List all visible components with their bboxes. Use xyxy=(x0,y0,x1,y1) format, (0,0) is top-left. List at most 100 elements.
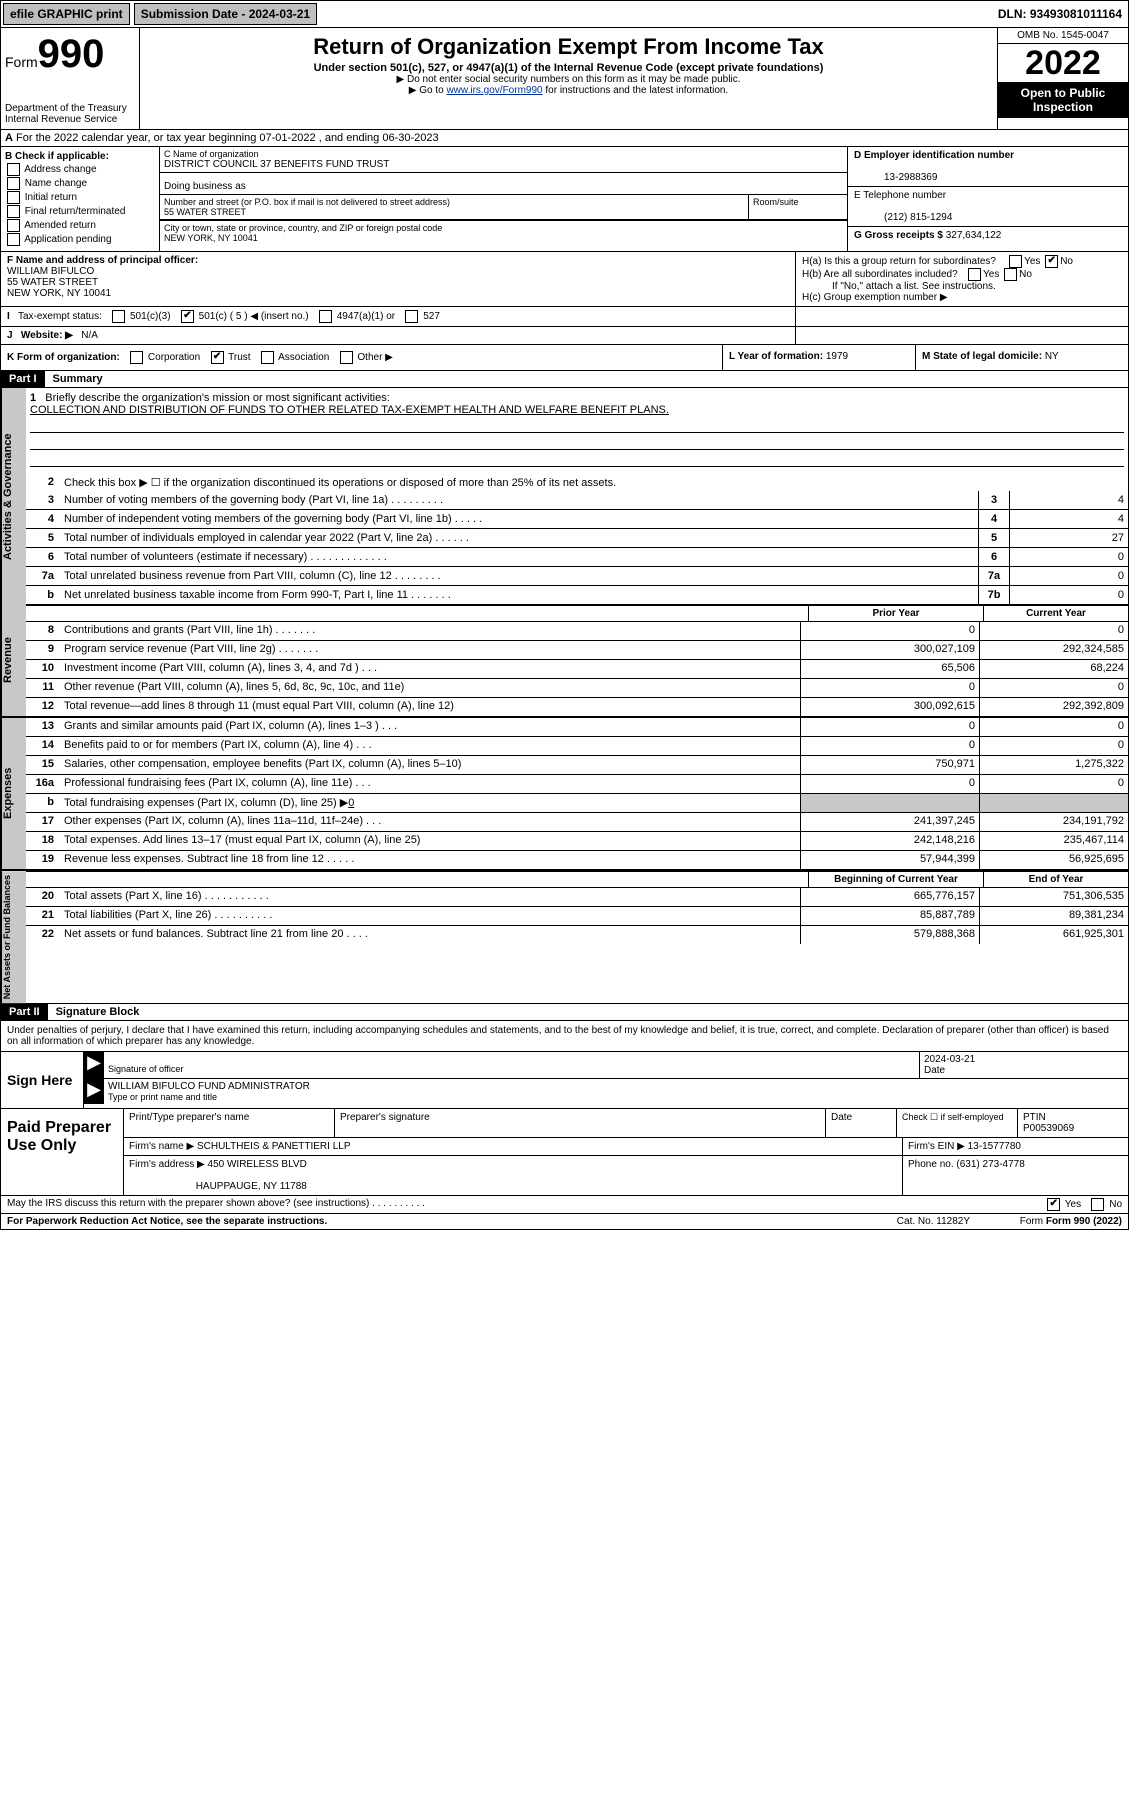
hdr-boy: Beginning of Current Year xyxy=(808,872,983,887)
line5-val: 27 xyxy=(1009,529,1128,547)
activities-governance: Activities & Governance 1 Briefly descri… xyxy=(0,388,1129,605)
may-irs-row: May the IRS discuss this return with the… xyxy=(0,1196,1129,1214)
org-name: DISTRICT COUNCIL 37 BENEFITS FUND TRUST xyxy=(164,159,389,170)
m-label: M State of legal domicile: xyxy=(922,351,1042,362)
line1-label: Briefly describe the organization's miss… xyxy=(45,392,389,404)
l16b-prior-gray xyxy=(800,794,979,812)
cb-amended-return[interactable]: Amended return xyxy=(5,219,155,232)
part2-header: Part II Signature Block xyxy=(0,1004,1129,1021)
b-label: B Check if applicable: xyxy=(5,151,109,162)
preparer-name-label: Print/Type preparer's name xyxy=(124,1109,335,1137)
vtab-revenue: Revenue xyxy=(1,605,26,716)
self-employed-check[interactable]: Check ☐ if self-employed xyxy=(897,1109,1018,1137)
hdr-prior-year: Prior Year xyxy=(808,606,983,621)
form-990-label: Form xyxy=(1020,1216,1046,1227)
submission-date-button[interactable]: Submission Date - 2024-03-21 xyxy=(134,3,317,25)
line7a-val: 0 xyxy=(1009,567,1128,585)
cb-501c3[interactable] xyxy=(112,310,125,323)
sig-date-value: 2024-03-21 xyxy=(924,1054,975,1065)
l21-desc: Total liabilities (Part X, line 26) . . … xyxy=(60,907,800,925)
501c-insert: 501(c) ( 5 ) ◀ (insert no.) xyxy=(199,311,309,322)
cb-assoc[interactable] xyxy=(261,351,274,364)
officer-name: WILLIAM BIFULCO xyxy=(7,266,94,277)
l20-curr: 751,306,535 xyxy=(979,888,1128,906)
ha-no[interactable]: ✔ xyxy=(1045,255,1058,268)
row-i: I Tax-exempt status: 501(c)(3) ✔ 501(c) … xyxy=(0,307,1129,327)
cb-corp[interactable] xyxy=(130,351,143,364)
l8-prior: 0 xyxy=(800,622,979,640)
firm-name-label: Firm's name ▶ xyxy=(129,1141,194,1152)
phone-label: E Telephone number xyxy=(854,190,946,201)
line7b-desc: Net unrelated business taxable income fr… xyxy=(60,587,978,603)
ha-label: H(a) Is this a group return for subordin… xyxy=(802,256,996,267)
efile-print-button[interactable]: efile GRAPHIC print xyxy=(3,3,130,25)
l18-prior: 242,148,216 xyxy=(800,832,979,850)
sign-here-label: Sign Here xyxy=(1,1052,83,1108)
may-yes[interactable]: ✔ xyxy=(1047,1198,1060,1211)
l15-desc: Salaries, other compensation, employee b… xyxy=(60,756,800,774)
dba-label: Doing business as xyxy=(160,173,847,195)
firm-addr-label: Firm's address ▶ xyxy=(129,1159,205,1170)
website-value: N/A xyxy=(81,330,98,341)
l14-curr: 0 xyxy=(979,737,1128,755)
firm-ein-value: 13-1577780 xyxy=(968,1141,1021,1152)
irs-link[interactable]: www.irs.gov/Form990 xyxy=(446,85,542,96)
m-value: NY xyxy=(1045,351,1059,362)
l19-desc: Revenue less expenses. Subtract line 18 … xyxy=(60,851,800,869)
cb-address-change[interactable]: Address change xyxy=(5,163,155,176)
ha-yes[interactable] xyxy=(1009,255,1022,268)
firm-phone-label: Phone no. xyxy=(908,1159,954,1170)
may-no[interactable] xyxy=(1091,1198,1104,1211)
col-deg: D Employer identification number 13-2988… xyxy=(848,147,1128,251)
cb-527[interactable] xyxy=(405,310,418,323)
h-note: If "No," attach a list. See instructions… xyxy=(802,281,1122,292)
cb-other[interactable] xyxy=(340,351,353,364)
l-label: L Year of formation: xyxy=(729,351,823,362)
phone-value: (212) 815-1294 xyxy=(854,212,952,223)
line4-desc: Number of independent voting members of … xyxy=(60,511,978,527)
irs-label: Internal Revenue Service xyxy=(5,114,135,125)
cb-trust[interactable]: ✔ xyxy=(211,351,224,364)
cb-501c[interactable]: ✔ xyxy=(181,310,194,323)
line5-desc: Total number of individuals employed in … xyxy=(60,530,978,546)
l13-desc: Grants and similar amounts paid (Part IX… xyxy=(60,718,800,736)
cb-name-change[interactable]: Name change xyxy=(5,177,155,190)
line6-desc: Total number of volunteers (estimate if … xyxy=(60,549,978,565)
hb-yes[interactable] xyxy=(968,268,981,281)
l20-desc: Total assets (Part X, line 16) . . . . .… xyxy=(60,888,800,906)
firm-ein-label: Firm's EIN ▶ xyxy=(908,1141,965,1152)
l10-curr: 68,224 xyxy=(979,660,1128,678)
line3-val: 4 xyxy=(1009,491,1128,509)
hdr-eoy: End of Year xyxy=(983,872,1128,887)
vtab-net-assets: Net Assets or Fund Balances xyxy=(1,871,26,1003)
preparer-date-label: Date xyxy=(826,1109,897,1137)
firm-phone-value: (631) 273-4778 xyxy=(956,1159,1024,1170)
part1-header: Part I Summary xyxy=(0,371,1129,388)
hb-no[interactable] xyxy=(1004,268,1017,281)
street-value: 55 WATER STREET xyxy=(164,207,246,217)
l13-prior: 0 xyxy=(800,718,979,736)
l10-prior: 65,506 xyxy=(800,660,979,678)
l16a-desc: Professional fundraising fees (Part IX, … xyxy=(60,775,800,793)
city-label: City or town, state or province, country… xyxy=(164,223,442,233)
officer-city: NEW YORK, NY 10041 xyxy=(7,288,111,299)
k-other: Other ▶ xyxy=(357,352,392,363)
cb-initial-return[interactable]: Initial return xyxy=(5,191,155,204)
cb-4947[interactable] xyxy=(319,310,332,323)
dept-treasury: Department of the Treasury xyxy=(5,103,135,114)
sig-arrow-icon: ▶ xyxy=(84,1052,104,1078)
goto-pre: ▶ Go to xyxy=(409,85,447,96)
paid-preparer-label: Paid Preparer Use Only xyxy=(1,1109,123,1195)
l13-curr: 0 xyxy=(979,718,1128,736)
hb-label: H(b) Are all subordinates included? xyxy=(802,269,958,280)
l9-desc: Program service revenue (Part VIII, line… xyxy=(60,641,800,659)
line7b-val: 0 xyxy=(1009,586,1128,604)
cb-application-pending[interactable]: Application pending xyxy=(5,233,155,246)
firm-name-value: SCHULTHEIS & PANETTIERI LLP xyxy=(197,1141,351,1152)
l10-desc: Investment income (Part VIII, column (A)… xyxy=(60,660,800,678)
c-label: C Name of organization xyxy=(164,149,259,159)
cb-final-return[interactable]: Final return/terminated xyxy=(5,205,155,218)
l16b-curr-gray xyxy=(979,794,1128,812)
vtab-activities: Activities & Governance xyxy=(1,388,26,605)
gross-receipts-value: 327,634,122 xyxy=(946,230,1002,241)
